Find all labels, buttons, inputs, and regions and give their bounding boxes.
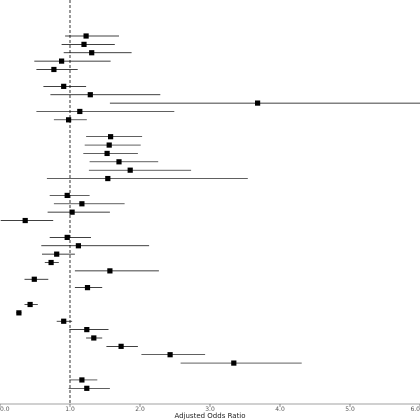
x-tick-label: 3.0 (205, 406, 215, 413)
forest-row (46, 175, 248, 182)
odds-ratio-point (64, 192, 70, 199)
forest-group (16, 301, 302, 366)
forest-row (141, 352, 206, 358)
odds-ratio-point (48, 259, 54, 266)
odds-ratio-point (27, 301, 33, 308)
forest-row (0, 217, 54, 224)
forest-row (84, 142, 141, 148)
odds-ratio-point (69, 209, 75, 215)
forest-row (180, 360, 302, 366)
odds-ratio-point (66, 117, 72, 123)
forest-row (41, 243, 150, 249)
forest-row (34, 58, 111, 64)
forest-row (74, 285, 103, 291)
forest-row (86, 134, 143, 140)
x-axis-ticks: 0.0 1.0 2.0 3.0 4.0 5.0 6.0 (0, 404, 420, 413)
x-tick-label: 2.0 (135, 406, 145, 413)
forest-row (47, 209, 110, 215)
odds-ratio-point (79, 201, 85, 207)
odds-ratio-point (167, 352, 173, 358)
forest-row (63, 50, 132, 56)
odds-ratio-point (231, 360, 237, 366)
odds-ratio-point (107, 268, 113, 274)
forest-group (34, 33, 132, 73)
x-axis-title: Adjusted Odds Ratio (174, 412, 245, 420)
odds-ratio-point (31, 276, 37, 282)
x-tick-label: 0.0 (0, 406, 10, 413)
odds-ratio-point (91, 335, 97, 341)
odds-ratio-point (84, 385, 90, 391)
forest-row (16, 310, 22, 316)
odds-ratio-point (116, 159, 122, 165)
forest-row (24, 301, 38, 308)
x-axis: 0.0 1.0 2.0 3.0 4.0 5.0 6.0 (0, 403, 420, 413)
odds-ratio-point (61, 83, 67, 89)
forest-group (24, 234, 159, 291)
odds-ratio-point (108, 134, 114, 140)
forest-row (50, 92, 161, 98)
forest-row (65, 33, 119, 39)
forest-row (86, 335, 103, 341)
odds-ratio-point (106, 142, 112, 148)
x-tick-label: 6.0 (410, 406, 420, 413)
forest-row (69, 377, 98, 383)
forest-row (53, 117, 87, 123)
odds-ratio-point (77, 108, 83, 115)
forest-row (61, 41, 115, 47)
forest-row (106, 343, 138, 349)
odds-ratio-point (105, 175, 111, 182)
odds-ratio-point (16, 310, 22, 316)
odds-ratio-point (51, 66, 57, 73)
forest-row (74, 268, 159, 274)
odds-ratio-point (59, 58, 65, 64)
odds-ratio-point (81, 41, 87, 47)
forest-row (109, 100, 420, 106)
odds-ratio-point (22, 217, 28, 224)
forest-row (49, 192, 90, 199)
odds-ratio-point (83, 33, 89, 39)
odds-ratio-point (75, 243, 81, 249)
forest-rows (0, 33, 420, 391)
forest-row (53, 201, 125, 207)
odds-ratio-point (87, 92, 93, 98)
forest-row (42, 251, 75, 257)
x-tick-label: 1.0 (65, 406, 75, 413)
odds-ratio-point (255, 100, 261, 106)
odds-ratio-point (118, 343, 124, 349)
odds-ratio-point (54, 251, 60, 257)
odds-ratio-point (84, 327, 90, 333)
forest-row (89, 159, 159, 165)
odds-ratio-point (84, 285, 91, 291)
forest-row (43, 83, 87, 89)
odds-ratio-point (79, 377, 85, 383)
forest-group (68, 377, 110, 391)
forest-row (88, 167, 192, 173)
forest-group (36, 83, 420, 123)
forest-row (69, 327, 109, 333)
forest-row (24, 276, 49, 282)
forest-row (56, 318, 73, 324)
forest-row (36, 66, 78, 73)
odds-ratio-point (89, 50, 95, 56)
odds-ratio-point (104, 150, 110, 157)
forest-row (68, 385, 110, 391)
forest-group (0, 192, 125, 224)
odds-ratio-point (64, 234, 70, 240)
x-tick-label: 5.0 (345, 406, 355, 413)
forest-group (46, 134, 248, 182)
odds-ratio-point (61, 318, 67, 324)
x-tick-label: 4.0 (275, 406, 285, 413)
odds-ratio-point (127, 167, 133, 173)
forest-row (44, 259, 59, 266)
forest-row (49, 234, 91, 240)
forest-row (36, 108, 175, 115)
forest-row (83, 150, 138, 157)
